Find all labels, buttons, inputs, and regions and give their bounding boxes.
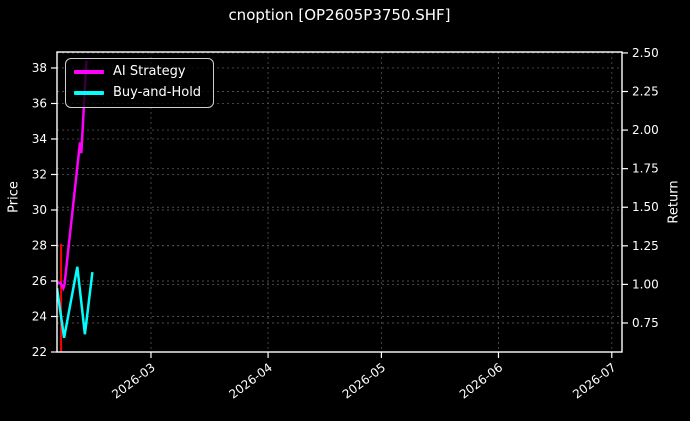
price-tick-label: 28: [32, 238, 47, 252]
legend-entry-buy-and-hold: Buy-and-Hold: [74, 85, 201, 101]
return-tick-label: 1.00: [632, 277, 659, 291]
price-tick-label: 36: [32, 96, 47, 110]
price-tick-label: 32: [32, 167, 47, 181]
return-tick-label: 1.75: [632, 162, 659, 176]
price-tick-label: 30: [32, 203, 47, 217]
price-tick-label: 38: [32, 61, 47, 75]
date-tick-label: 2026-03: [109, 360, 157, 401]
return-tick-label: 1.25: [632, 239, 659, 253]
price-tick-label: 22: [32, 345, 47, 359]
series-line-ai-strategy: [57, 60, 88, 292]
date-tick-label: 2026-07: [570, 360, 618, 401]
date-tick-label: 2026-04: [226, 360, 274, 401]
ai-strategy-line-swatch: [74, 70, 104, 74]
date-tick-label: 2026-05: [340, 360, 388, 401]
return-tick-label: 2.00: [632, 123, 659, 137]
price-tick-label: 24: [32, 309, 47, 323]
return-tick-label: 1.50: [632, 200, 659, 214]
legend-label: Buy-and-Hold: [113, 85, 202, 100]
chart-title: cnoption [OP2605P3750.SHF]: [228, 6, 451, 24]
return-tick-label: 2.50: [632, 46, 659, 60]
legend: AI Strategy Buy-and-Hold: [65, 58, 215, 108]
return-tick-label: 0.75: [632, 316, 659, 330]
date-tick-label: 2026-06: [457, 360, 505, 401]
buy-and-hold-line-swatch: [74, 91, 104, 95]
legend-entry-ai-strategy: AI Strategy: [74, 64, 201, 80]
series-line-buy-and-hold: [57, 266, 94, 339]
return-tick-label: 2.25: [632, 85, 659, 99]
legend-label: AI Strategy: [113, 64, 186, 79]
price-tick-label: 34: [32, 132, 47, 146]
plot-border: [56, 51, 623, 353]
price-tick-label: 26: [32, 274, 47, 288]
